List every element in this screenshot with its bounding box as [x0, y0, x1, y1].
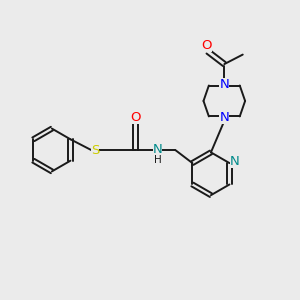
Text: N: N	[153, 143, 162, 156]
Text: N: N	[230, 155, 240, 168]
Text: O: O	[130, 111, 140, 124]
Text: H: H	[154, 155, 162, 165]
Text: S: S	[91, 143, 99, 157]
Text: O: O	[201, 39, 212, 52]
Text: N: N	[219, 110, 229, 124]
Text: N: N	[219, 78, 229, 92]
